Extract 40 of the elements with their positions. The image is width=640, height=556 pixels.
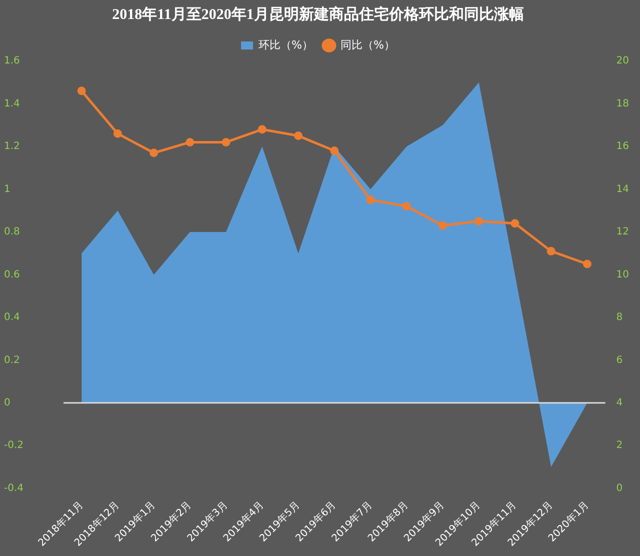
point bbox=[366, 196, 375, 204]
y-tick-label: 1.4 bbox=[4, 98, 20, 110]
y-tick-label: 0.6 bbox=[4, 269, 20, 280]
y-tick-label: 0.2 bbox=[4, 354, 20, 366]
y2-tick-label: 14 bbox=[616, 184, 630, 195]
y2-tick-label: 2 bbox=[616, 440, 623, 452]
point bbox=[330, 146, 339, 155]
y2-tick-label: 8 bbox=[616, 312, 623, 324]
point bbox=[150, 148, 158, 158]
point bbox=[113, 129, 122, 138]
point bbox=[510, 219, 520, 228]
point bbox=[402, 202, 411, 211]
point bbox=[546, 246, 556, 256]
y-tick-label: -0.4 bbox=[4, 482, 24, 494]
y2-tick-label: 0 bbox=[616, 482, 623, 494]
point bbox=[582, 260, 592, 268]
chart-title: 2018年11月至2020年1月昆明新建商品住宅价格环比和同比涨幅 bbox=[112, 4, 524, 23]
y2-tick-label: 18 bbox=[616, 98, 630, 110]
y2-tick-label: 10 bbox=[616, 269, 630, 280]
y-tick-label: 1.6 bbox=[4, 56, 20, 67]
point bbox=[186, 138, 194, 146]
y-tick-label: -0.2 bbox=[4, 440, 24, 452]
point bbox=[474, 217, 484, 226]
y2-tick-label: 6 bbox=[616, 354, 623, 366]
legend-label: 环比（%） bbox=[258, 38, 313, 52]
point bbox=[294, 132, 303, 140]
y2-tick-label: 16 bbox=[616, 141, 630, 152]
y2-tick-label: 20 bbox=[616, 56, 630, 67]
point bbox=[438, 221, 447, 230]
point bbox=[258, 125, 266, 134]
y-tick-label: 1.2 bbox=[4, 141, 20, 152]
y-tick-label: 0 bbox=[4, 397, 10, 408]
point bbox=[77, 86, 86, 96]
y-tick-label: 0.8 bbox=[4, 226, 20, 238]
y2-tick-label: 4 bbox=[616, 397, 623, 408]
y-tick-label: 1 bbox=[4, 184, 10, 195]
y-tick-label: 0.4 bbox=[4, 312, 20, 324]
legend-label: 同比（%） bbox=[340, 38, 395, 52]
y2-tick-label: 12 bbox=[616, 226, 630, 238]
point bbox=[222, 138, 230, 146]
